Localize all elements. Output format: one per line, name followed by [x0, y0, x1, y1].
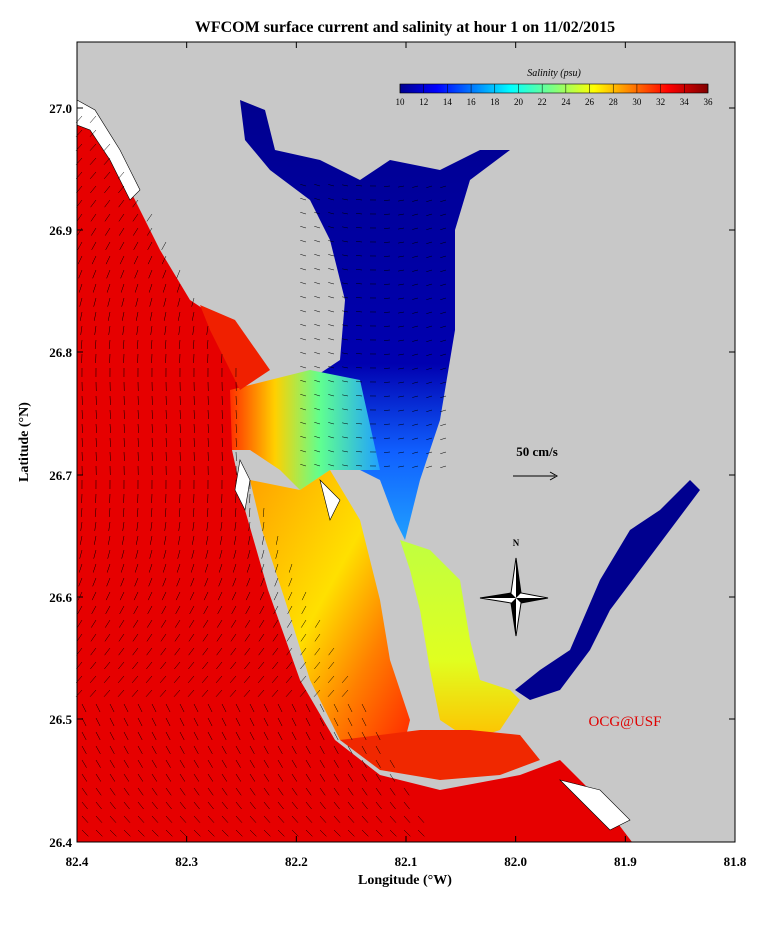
colorbar-tick-label: 32: [656, 97, 665, 107]
colorbar-tick-label: 26: [585, 97, 595, 107]
x-tick-label: 82.1: [395, 854, 418, 869]
y-tick-label: 26.7: [49, 468, 72, 483]
colorbar-tick-label: 22: [538, 97, 547, 107]
colorbar-tick-label: 16: [467, 97, 477, 107]
colorbar-tick-label: 34: [680, 97, 690, 107]
colorbar: [400, 84, 708, 93]
scale-label: 50 cm/s: [516, 444, 558, 459]
y-tick-label: 26.4: [49, 835, 72, 850]
compass-label: N: [513, 538, 520, 548]
colorbar-tick-label: 12: [419, 97, 428, 107]
colorbar-label: Salinity (psu): [527, 68, 581, 79]
colorbar-tick-label: 30: [632, 97, 642, 107]
colorbar-tick-label: 20: [514, 97, 524, 107]
colorbar-tick-label: 28: [609, 97, 619, 107]
y-tick-label: 26.5: [49, 712, 72, 727]
x-tick-label: 82.2: [285, 854, 308, 869]
y-tick-label: 26.8: [49, 345, 72, 360]
x-tick-label: 82.4: [66, 854, 89, 869]
x-tick-label: 81.9: [614, 854, 637, 869]
x-tick-label: 82.3: [175, 854, 198, 869]
credit: OCG@USF: [588, 714, 661, 730]
y-tick-label: 27.0: [49, 101, 72, 116]
colorbar-tick-label: 14: [443, 97, 453, 107]
title: WFCOM surface current and salinity at ho…: [195, 19, 615, 36]
colorbar-tick-label: 24: [561, 97, 571, 107]
x-tick-label: 82.0: [504, 854, 527, 869]
colorbar-tick-label: 10: [396, 97, 406, 107]
x-axis-label: Longitude (°W): [358, 873, 452, 888]
colorbar-tick-label: 18: [490, 97, 500, 107]
colorbar-tick-label: 36: [704, 97, 714, 107]
y-tick-label: 26.6: [49, 590, 72, 605]
y-axis-label: Latitude (°N): [17, 402, 32, 482]
y-tick-label: 26.9: [49, 223, 72, 238]
x-tick-label: 81.8: [724, 854, 747, 869]
